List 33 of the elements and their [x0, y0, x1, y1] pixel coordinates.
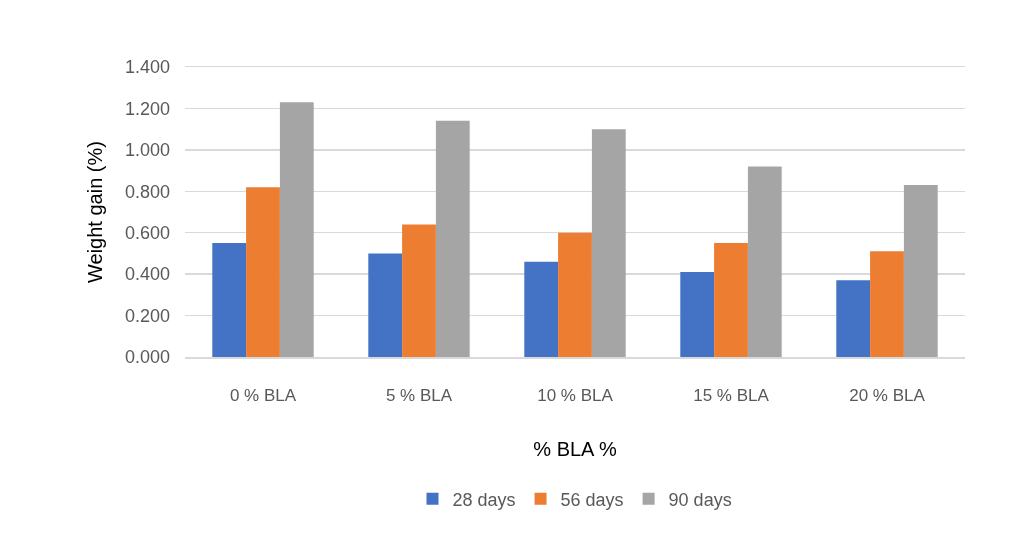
- y-tick-label: 0.400: [124, 264, 170, 285]
- bar: [836, 280, 871, 357]
- bar: [747, 166, 782, 357]
- x-tick-label: 0 % BLA: [229, 385, 297, 405]
- bar: [246, 187, 280, 357]
- x-tick-label: 20 % BLA: [849, 385, 926, 405]
- legend-label: 28 days: [452, 489, 516, 510]
- y-tick-label: 0.600: [124, 223, 170, 244]
- bar: [368, 253, 403, 357]
- bar: [591, 129, 626, 357]
- bar: [212, 243, 247, 357]
- bar: [870, 251, 904, 357]
- y-tick-label: 1.000: [124, 140, 170, 161]
- bar: [903, 185, 938, 357]
- bar: [435, 120, 470, 357]
- x-tick-label: 5 % BLA: [385, 385, 453, 405]
- y-tick-label: 1.400: [124, 57, 170, 78]
- x-tick-label: 15 % BLA: [693, 385, 770, 405]
- y-axis-title: Weight gain (%): [84, 141, 107, 283]
- y-tick-label: 0.800: [124, 181, 170, 202]
- legend-label: 90 days: [668, 489, 732, 510]
- bar: [524, 261, 559, 357]
- bar: [279, 102, 314, 357]
- x-axis-title: % BLA %: [533, 438, 617, 461]
- bar: [402, 224, 436, 357]
- y-tick-label: 1.200: [124, 98, 170, 119]
- y-tick-label: 0.200: [124, 305, 170, 326]
- y-tick-label: 0.000: [124, 347, 170, 368]
- bar: [714, 243, 748, 357]
- x-tick-label: 10 % BLA: [537, 385, 614, 405]
- legend-label: 56 days: [560, 489, 624, 510]
- bar: [680, 272, 715, 357]
- bar: [558, 232, 592, 357]
